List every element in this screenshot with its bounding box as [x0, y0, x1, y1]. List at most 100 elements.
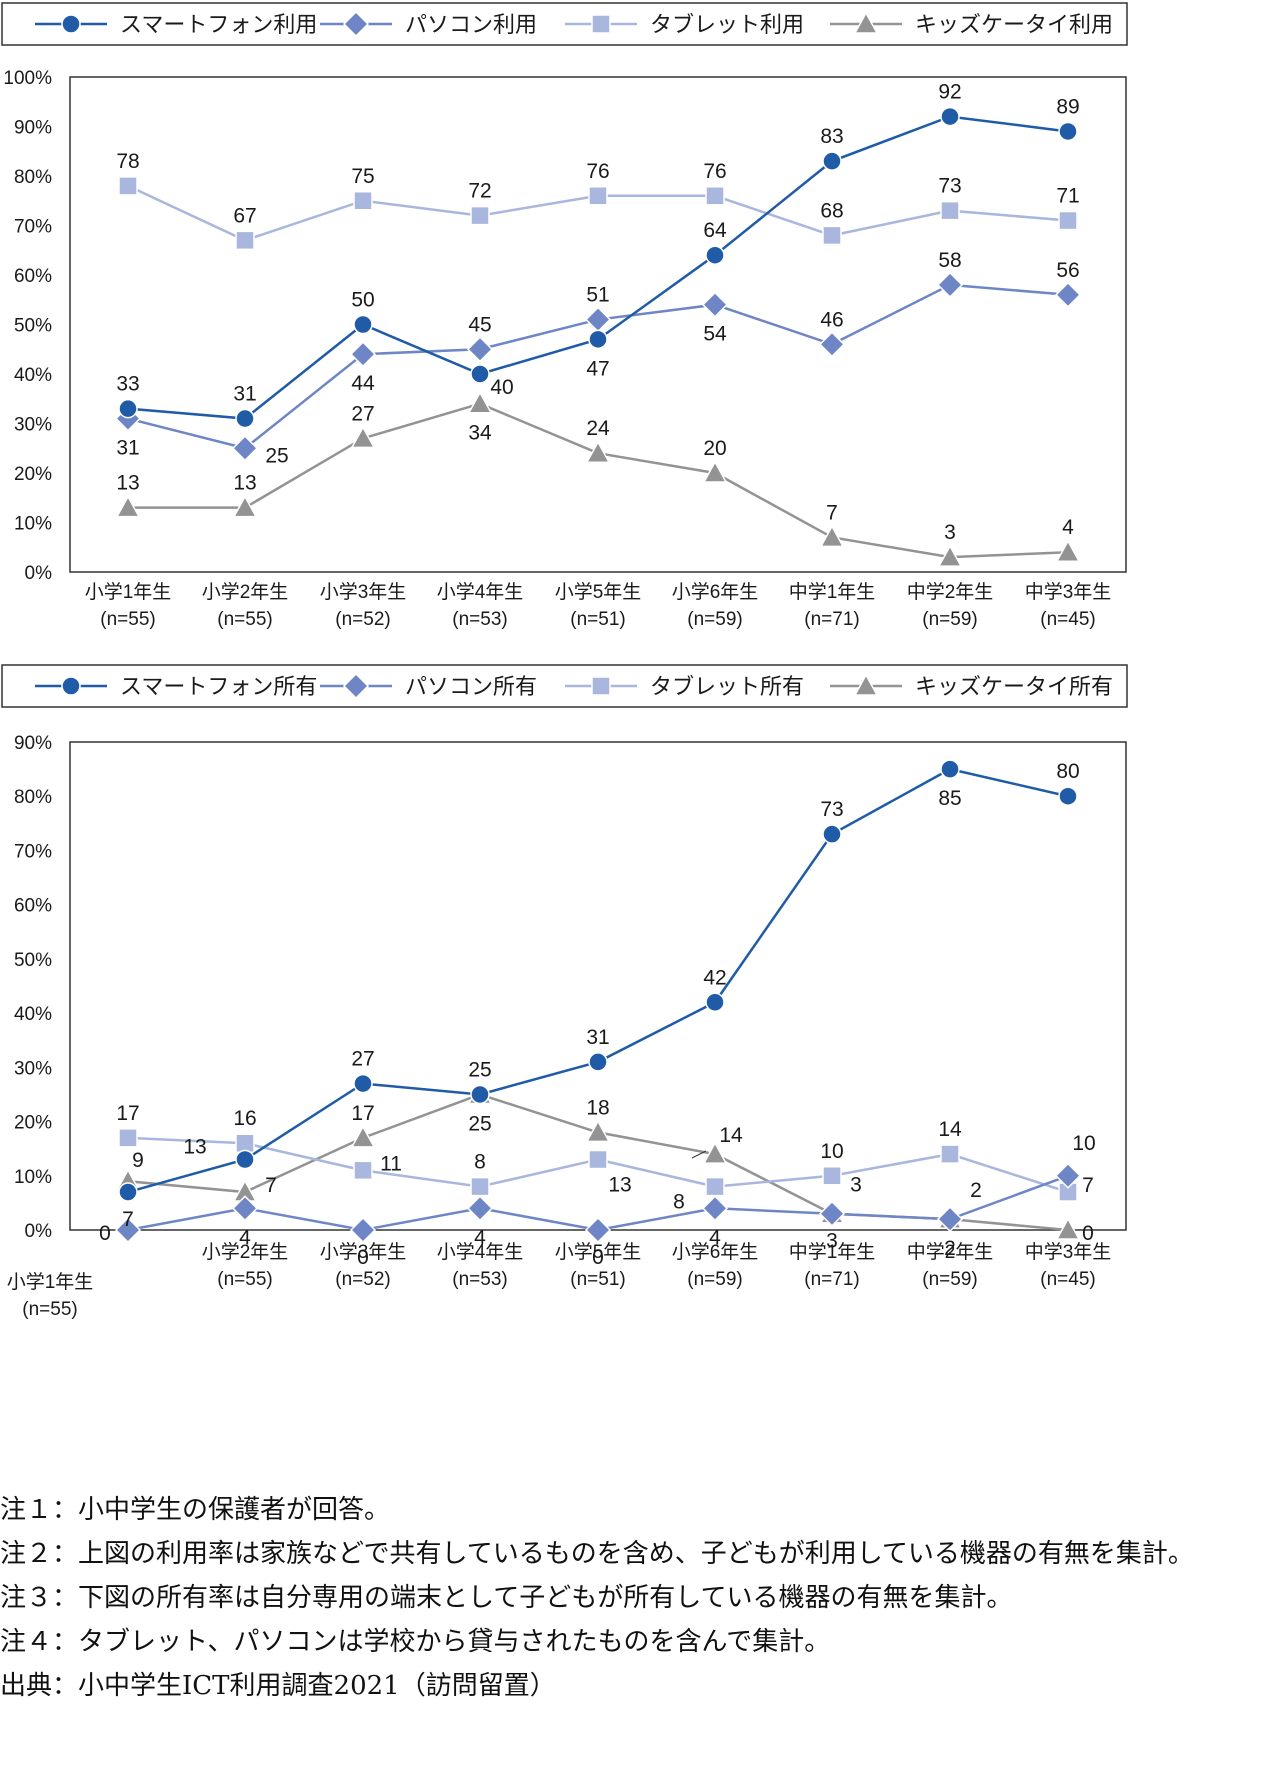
series-diamond: [114, 271, 1082, 462]
data-label: 9: [132, 1149, 144, 1172]
data-label: 31: [233, 383, 256, 406]
data-point: [822, 824, 842, 844]
data-point: [353, 1160, 373, 1181]
data-label: 14: [719, 1124, 743, 1147]
legend-marker-triangle: [853, 11, 879, 34]
x-tick-label-n: (n=52): [335, 609, 390, 630]
data-label: 45: [468, 313, 491, 336]
data-label: 10: [1072, 1132, 1095, 1155]
data-label: 68: [820, 199, 843, 222]
data-point: [940, 1144, 960, 1164]
y-tick-label: 70%: [14, 841, 52, 862]
charts-canvas: スマートフォン利用 パソコン利用 タブレット利用 キッズケータイ利用0%10%20%3…: [1, 2, 1128, 1320]
data-label: 47: [586, 357, 609, 380]
data-label: 4: [1062, 516, 1074, 539]
data-label: 18: [586, 1096, 609, 1119]
data-label: 75: [351, 165, 374, 188]
data-label: 2: [944, 1237, 956, 1260]
data-label: 76: [703, 160, 726, 183]
data-point: [235, 230, 255, 251]
data-label: 0: [357, 1246, 369, 1269]
legend-marker-square: [591, 676, 611, 696]
data-point: [231, 1195, 259, 1222]
y-tick-label: 10%: [14, 514, 52, 535]
data-point: [818, 331, 846, 358]
data-label: 0: [1082, 1222, 1094, 1245]
data-point: [350, 425, 376, 449]
x-tick-label: 中学1年生: [789, 581, 876, 603]
x-tick-label-n: (n=51): [570, 609, 625, 630]
data-point: [588, 1052, 608, 1072]
data-label: 8: [474, 1151, 486, 1174]
data-point: [466, 1195, 494, 1222]
chart-1-legend: スマートフォン利用 パソコン利用 タブレット利用 キッズケータイ利用: [1, 2, 1128, 46]
data-label: 7: [265, 1174, 277, 1197]
y-tick-label: 60%: [14, 266, 52, 287]
note-text: 下図の所有率は自分専用の端末として子どもが所有している機器の有無を集計。: [78, 1583, 1013, 1613]
data-label: 24: [586, 417, 610, 440]
data-label: 4: [239, 1226, 251, 1249]
x-tick-label: 中学2年生: [907, 1241, 994, 1263]
data-point: [818, 1200, 846, 1227]
data-label: 10: [820, 1140, 843, 1163]
data-point: [585, 440, 611, 463]
data-point: [705, 1176, 725, 1197]
data-point: [819, 524, 845, 548]
data-point: [936, 1206, 964, 1233]
data-point: [702, 1141, 728, 1164]
legend-marker-diamond: [342, 10, 370, 38]
plot-area: [69, 76, 1127, 573]
y-tick-label: 30%: [14, 1058, 52, 1079]
x-tick-label: 小学6年生: [672, 581, 759, 603]
x-tick-label: 小学5年生: [555, 1241, 642, 1263]
data-point: [705, 186, 725, 206]
note-prefix: 注４：: [0, 1627, 79, 1657]
data-point: [936, 271, 964, 298]
data-label: 7: [1082, 1174, 1094, 1197]
data-label: 56: [1056, 259, 1079, 282]
data-label: 92: [938, 81, 961, 104]
y-tick-label: 100%: [3, 68, 52, 89]
data-label: 0: [99, 1222, 111, 1245]
data-label: 34: [468, 422, 492, 445]
data-label: 50: [351, 289, 374, 312]
legend-box: [1, 664, 1128, 708]
x-tick-label: 小学5年生: [555, 581, 642, 603]
chart-2-legend: スマートフォン所有 パソコン所有 タブレット所有 キッズケータイ所有: [1, 664, 1128, 708]
x-tick-label-n: (n=45): [1040, 1269, 1095, 1290]
data-label: 25: [468, 1058, 491, 1081]
data-label: 67: [233, 204, 256, 227]
x-tick-label-n: (n=52): [335, 1269, 390, 1290]
data-point: [585, 1119, 611, 1143]
data-point: [701, 291, 729, 318]
y-tick-label: 60%: [14, 896, 52, 917]
data-label: 4: [474, 1226, 486, 1249]
data-point: [1055, 1217, 1081, 1240]
data-point: [353, 191, 373, 211]
x-tick-label: 中学3年生: [1025, 1241, 1112, 1263]
data-point: [466, 336, 494, 363]
x-tick-label-n: (n=53): [452, 609, 507, 630]
note-text: 小中学生の保護者が回答。: [78, 1495, 391, 1525]
data-label: 7: [826, 501, 838, 524]
data-point: [350, 1125, 376, 1148]
data-point: [705, 245, 725, 265]
data-point: [235, 1133, 255, 1153]
data-point: [822, 225, 842, 246]
data-label: 27: [351, 1048, 374, 1071]
data-label: 16: [233, 1107, 256, 1130]
data-point: [940, 200, 960, 221]
series-square: [118, 1128, 1078, 1202]
data-label: 58: [938, 249, 961, 272]
data-label: 17: [116, 1102, 139, 1125]
legend-label: タブレット利用: [650, 12, 804, 37]
data-point: [1058, 786, 1078, 806]
y-tick-label: 0%: [25, 563, 53, 584]
x-tick-label: 小学2年生: [202, 1241, 289, 1263]
data-point: [349, 1216, 377, 1244]
data-point: [702, 460, 728, 483]
data-label: 14: [938, 1118, 962, 1141]
y-tick-label: 10%: [14, 1167, 52, 1188]
data-point: [118, 1128, 138, 1148]
note-text: 小中学生ICT利用調査2021（訪問留置）: [78, 1671, 556, 1701]
